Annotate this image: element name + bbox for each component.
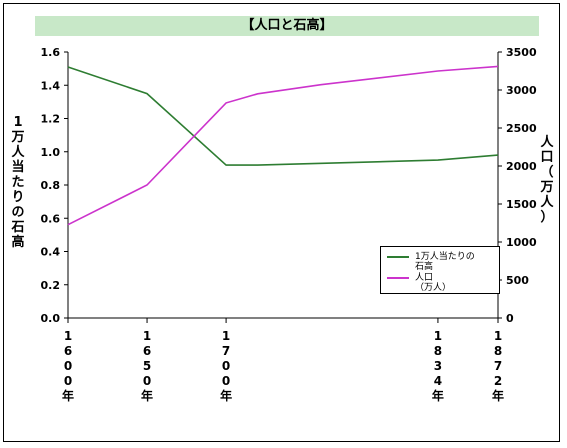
x-tick-label-char: 6 — [143, 344, 151, 358]
legend-label-stones-2: 石高 — [415, 262, 434, 272]
legend-label-population-1: 人口 — [415, 273, 434, 283]
y-tick-label-left: 0.0 — [41, 312, 61, 325]
legend-label-stones-1: 1万人当たりの — [415, 252, 475, 262]
x-tick-label-char: 1 — [494, 329, 502, 343]
y-tick-label-left: 0.6 — [41, 212, 61, 225]
y-tick-label-right: 1000 — [506, 236, 537, 249]
series-line-stones — [67, 66, 499, 166]
x-tick-label-char: 年 — [62, 388, 74, 403]
x-tick-label-char: 年 — [141, 388, 153, 403]
x-tick-label-char: 0 — [143, 374, 151, 388]
x-tick-label-char: 0 — [64, 374, 72, 388]
y-tick-label-left: 1.6 — [41, 46, 61, 59]
chart-title: 【人口と石高】 — [241, 18, 333, 33]
title-bar: 【人口と石高】 — [35, 16, 539, 36]
y-tick-label-left: 0.4 — [41, 246, 61, 259]
legend: 1万人当たりの 石高 人口 （万人） — [380, 246, 500, 294]
x-tick-label-char: 6 — [64, 344, 72, 358]
series-line-population — [67, 65, 499, 226]
x-tick-label-char: 年 — [492, 388, 504, 403]
x-tick-label-char: 1 — [434, 329, 442, 343]
y-tick-label-right: 2500 — [506, 122, 537, 135]
legend-swatch-population — [387, 277, 409, 279]
y-tick-label-left: 0.8 — [41, 179, 61, 192]
x-tick-label-char: 0 — [222, 374, 230, 388]
y-tick-label-right: 3500 — [506, 46, 537, 59]
x-tick-label-char: 1 — [143, 329, 151, 343]
y-tick-label-right: 1500 — [506, 198, 537, 211]
x-tick-label-char: 2 — [494, 374, 502, 388]
x-tick-label-char: 7 — [494, 359, 502, 373]
x-tick-label-char: 1 — [222, 329, 230, 343]
y-tick-label-left: 1.0 — [41, 146, 61, 159]
x-tick-label-char: 年 — [432, 388, 444, 403]
y-tick-label-left: 1.2 — [41, 113, 61, 126]
x-tick-label-char: 年 — [220, 388, 232, 403]
x-tick-label-char: 0 — [64, 359, 72, 373]
legend-label-population-2: （万人） — [415, 283, 452, 293]
y-axis-label-right: 人口（万人） — [540, 135, 554, 225]
x-tick-label-char: 3 — [434, 359, 442, 373]
x-tick-label-char: 8 — [494, 344, 502, 358]
x-tick-label-char: 7 — [222, 344, 230, 358]
x-tick-label-char: 8 — [434, 344, 442, 358]
x-tick-label-char: 4 — [434, 374, 442, 388]
y-tick-label-right: 2000 — [506, 160, 537, 173]
x-tick-label-char: 1 — [64, 329, 72, 343]
y-tick-label-right: 500 — [506, 274, 529, 287]
y-tick-label-right: 0 — [506, 312, 514, 325]
y-tick-label-right: 3000 — [506, 84, 537, 97]
y-tick-label-left: 1.4 — [41, 79, 61, 92]
y-tick-label-left: 0.2 — [41, 279, 61, 292]
x-tick-label-char: 0 — [222, 359, 230, 373]
x-tick-label-char: 5 — [143, 359, 151, 373]
legend-swatch-stones — [387, 256, 409, 258]
